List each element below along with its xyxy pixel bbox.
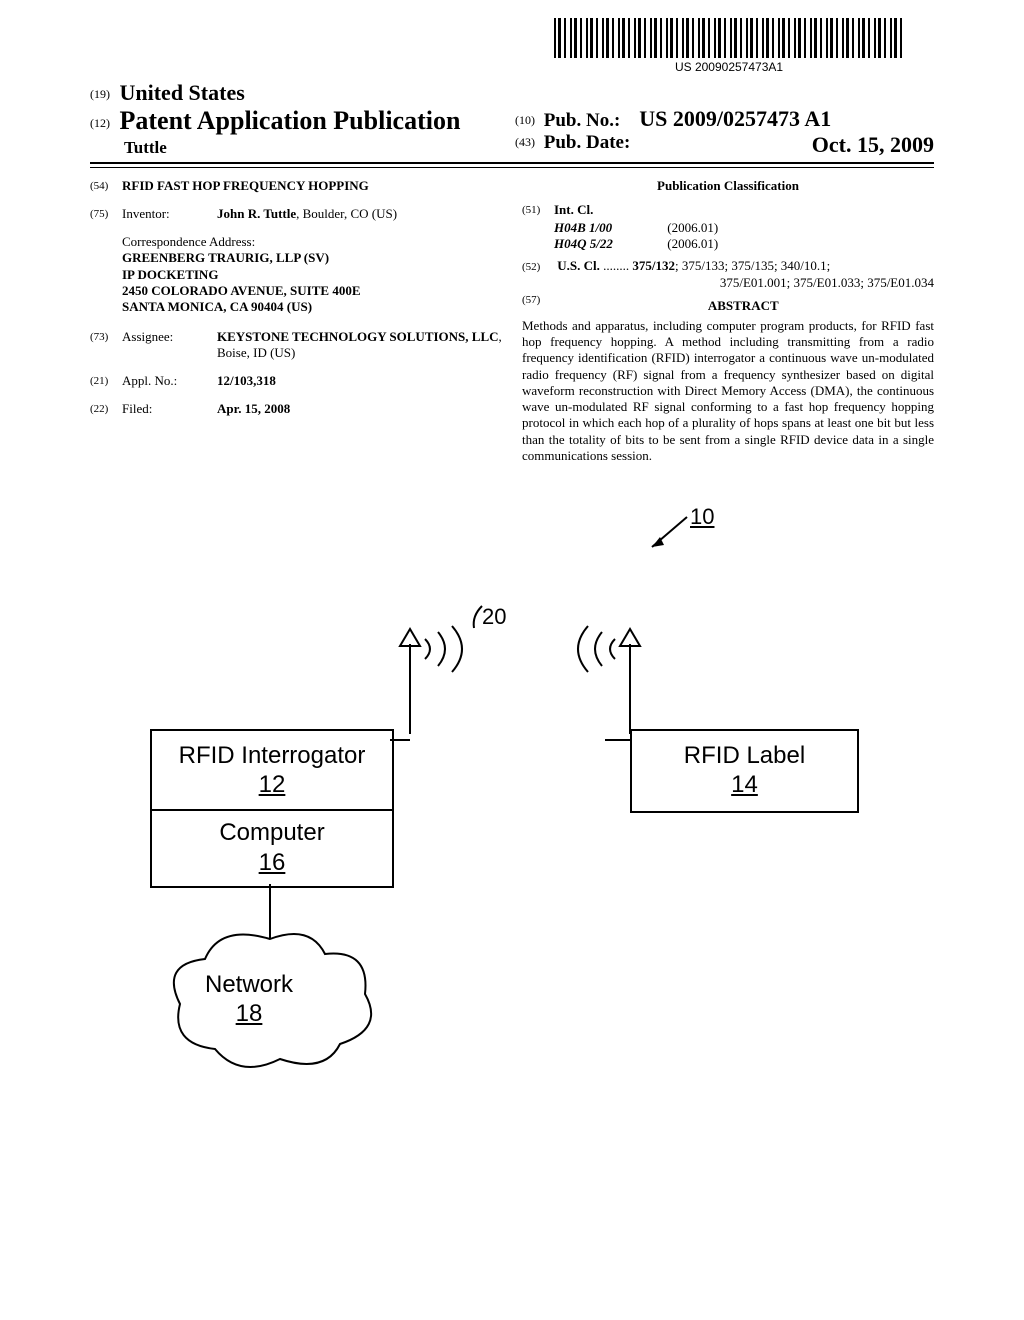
filed-date: Apr. 15, 2008: [217, 401, 502, 417]
rfid-label-label: RFID Label: [632, 743, 857, 769]
code-54: (54): [90, 178, 122, 194]
box-computer: Computer 16: [150, 809, 394, 888]
uscl-block: (52) U.S. Cl. ........ 375/132; 375/133;…: [522, 258, 934, 292]
intcl-1-code: H04B 1/00: [554, 220, 664, 236]
inventor-loc: , Boulder, CO (US): [296, 206, 397, 221]
corr-label: Correspondence Address:: [122, 234, 502, 250]
computer-label: Computer: [152, 820, 392, 846]
pub-date: Oct. 15, 2009: [812, 132, 934, 158]
intcl-1: H04B 1/00 (2006.01): [554, 220, 934, 236]
code-75: (75): [90, 206, 122, 222]
label-antenna-line: [605, 732, 635, 747]
assignee-name: KEYSTONE TECHNOLOGY SOLUTIONS, LLC: [217, 329, 499, 344]
code-51: (51): [522, 202, 554, 218]
figure-1: 10 20 RFID Interrogator 12: [90, 504, 934, 1124]
uscl-label: U.S. Cl.: [557, 258, 600, 273]
country: United States: [120, 80, 245, 105]
rfid-label-num: 14: [632, 771, 857, 799]
inventor-name: John R. Tuttle: [217, 206, 296, 221]
assignee-label: Assignee:: [122, 329, 217, 361]
correspondence-address: Correspondence Address: GREENBERG TRAURI…: [122, 234, 502, 315]
code-52: (52): [522, 258, 554, 274]
title: RFID FAST HOP FREQUENCY HOPPING: [122, 178, 502, 194]
corr-4: SANTA MONICA, CA 90404 (US): [122, 299, 502, 315]
code-12: (12): [90, 116, 110, 130]
abstract-text: Methods and apparatus, including compute…: [522, 318, 934, 464]
corr-2: IP DOCKETING: [122, 267, 502, 283]
code-19: (19): [90, 87, 110, 101]
ref-10-arrow: [642, 512, 692, 552]
interrogator-num: 12: [152, 771, 392, 799]
inventor-label: Inventor:: [122, 206, 217, 222]
box-interrogator: RFID Interrogator 12: [150, 729, 394, 813]
abstract-block: (57) ABSTRACT: [522, 292, 934, 318]
pub-date-line: (43) Pub. Date: Oct. 15, 2009: [515, 132, 934, 154]
code-57: (57): [522, 292, 554, 306]
appl-no: 12/103,318: [217, 373, 502, 389]
doc-type: Patent Application Publication: [120, 106, 461, 135]
author-surname: Tuttle: [124, 138, 509, 158]
pub-class-title: Publication Classification: [522, 178, 934, 194]
header-doctype-line: (12) Patent Application Publication: [90, 106, 509, 136]
intcl-1-year: (2006.01): [667, 220, 718, 235]
ref-10: 10: [690, 504, 714, 530]
appl-label: Appl. No.:: [122, 373, 217, 389]
barcode-graphic: [554, 18, 904, 58]
label-antenna: [520, 624, 650, 744]
interrogator-antenna-line: [390, 732, 420, 747]
barcode-block: US 20090257473A1: [554, 18, 904, 74]
corr-1: GREENBERG TRAURIG, LLP (SV): [122, 250, 502, 266]
interrogator-antenna: [390, 624, 500, 744]
code-21: (21): [90, 373, 122, 389]
header-rule: [90, 162, 934, 168]
barcode-number: US 20090257473A1: [554, 60, 904, 74]
pub-no-label: Pub. No.:: [544, 110, 621, 131]
code-73: (73): [90, 329, 122, 361]
intcl-2-year: (2006.01): [667, 236, 718, 251]
box-label: RFID Label 14: [630, 729, 859, 813]
pub-no: US 2009/0257473 A1: [639, 106, 831, 131]
pub-date-label: Pub. Date:: [544, 132, 631, 153]
network-text: Network 18: [205, 972, 293, 1028]
network-num: 18: [205, 1000, 293, 1028]
intcl-label: Int. Cl.: [554, 202, 593, 218]
abstract-title: ABSTRACT: [557, 298, 929, 314]
code-22: (22): [90, 401, 122, 417]
pub-no-line: (10) Pub. No.: US 2009/0257473 A1: [515, 106, 934, 132]
filed-label: Filed:: [122, 401, 217, 417]
intcl-2: H04Q 5/22 (2006.01): [554, 236, 934, 252]
code-43: (43): [515, 135, 535, 149]
code-10: (10): [515, 113, 535, 127]
interrogator-label: RFID Interrogator: [152, 743, 392, 769]
computer-num: 16: [152, 849, 392, 877]
assignee-value: KEYSTONE TECHNOLOGY SOLUTIONS, LLC, Bois…: [217, 329, 502, 361]
header-country-line: (19) United States: [90, 80, 934, 106]
corr-3: 2450 COLORADO AVENUE, SUITE 400E: [122, 283, 502, 299]
network-label: Network: [205, 972, 293, 998]
intcl-2-code: H04Q 5/22: [554, 236, 664, 252]
inventor-value: John R. Tuttle, Boulder, CO (US): [217, 206, 502, 222]
